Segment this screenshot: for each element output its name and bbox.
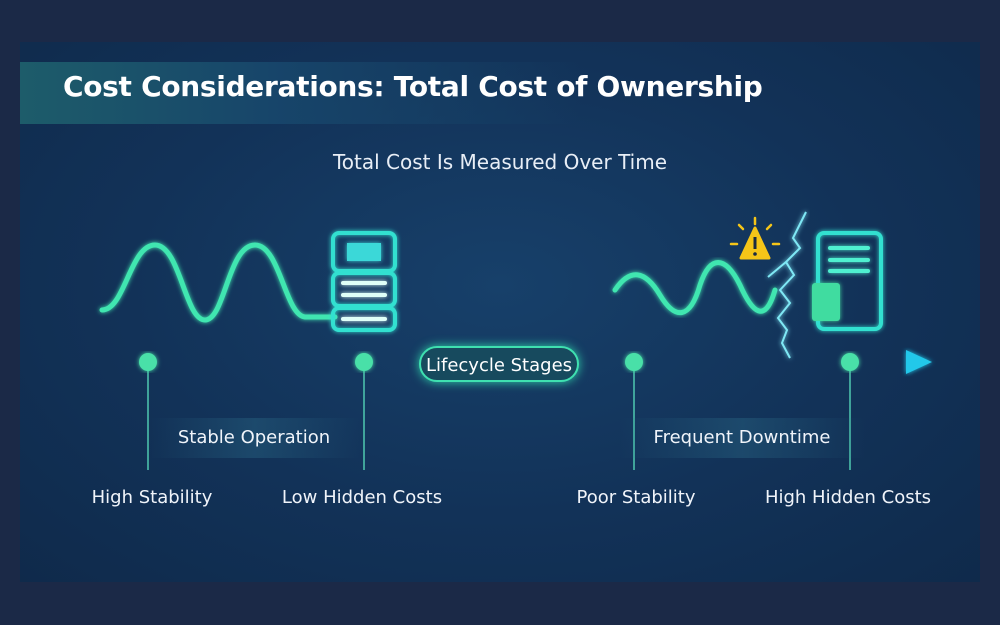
marker-low-hidden-costs	[355, 353, 373, 371]
warning-icon	[729, 216, 781, 260]
server-stack-icon	[331, 231, 397, 332]
marker-poor-stability	[625, 353, 643, 371]
slide-subtitle: Total Cost Is Measured Over Time	[332, 150, 668, 174]
point-label-high-hidden-costs: High Hidden Costs	[764, 487, 932, 508]
point-label-high-stability: High Stability	[91, 487, 213, 508]
title-banner	[20, 62, 580, 124]
timeline-markers	[139, 353, 859, 371]
slide-title: Cost Considerations: Total Cost of Owner…	[63, 70, 763, 103]
sine-wave-icon	[99, 242, 338, 323]
left-phase-label: Stable Operation	[177, 427, 331, 448]
point-label-low-hidden-costs: Low Hidden Costs	[281, 487, 443, 508]
crack-icon	[767, 211, 807, 359]
point-label-poor-stability: Poor Stability	[576, 487, 696, 508]
marker-high-hidden-costs	[841, 353, 859, 371]
right-phase-band	[620, 418, 865, 458]
arrowhead-icon	[906, 350, 932, 374]
left-phase-band	[150, 418, 360, 458]
unstable-wave-icon	[612, 260, 778, 316]
lifecycle-stages-pill: Lifecycle Stages	[419, 346, 579, 382]
document-icon	[812, 231, 883, 331]
right-phase-label: Frequent Downtime	[653, 427, 831, 448]
connector-lines	[147, 362, 851, 470]
marker-high-stability	[139, 353, 157, 371]
